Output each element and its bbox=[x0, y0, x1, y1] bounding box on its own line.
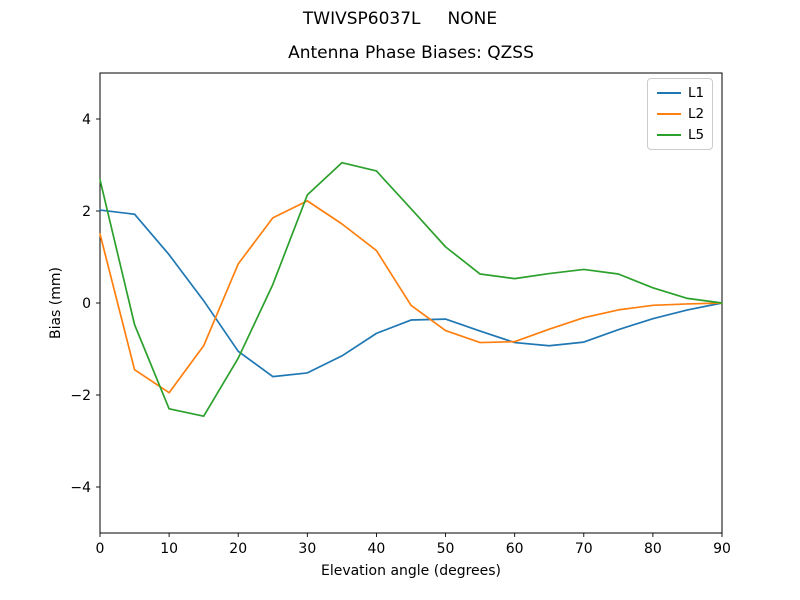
legend: L1 L2 L5 bbox=[647, 78, 713, 150]
x-tick-label: 60 bbox=[506, 541, 524, 557]
legend-label-L2: L2 bbox=[688, 106, 705, 122]
x-tick-label: 70 bbox=[575, 541, 593, 557]
y-tick-label: −4 bbox=[70, 480, 91, 496]
x-tick-label: 80 bbox=[644, 541, 662, 557]
legend-entry-L2: L2 bbox=[657, 107, 704, 121]
legend-line-swatch-L1 bbox=[657, 92, 681, 94]
axes-spines bbox=[99, 72, 723, 534]
series-line-L1 bbox=[99, 209, 723, 378]
legend-label-L5: L5 bbox=[688, 127, 705, 143]
x-axis-label: Elevation angle (degrees) bbox=[320, 563, 502, 579]
x-tick-label: 0 bbox=[96, 541, 105, 557]
legend-label-L1: L1 bbox=[688, 85, 705, 101]
x-tick-label: 90 bbox=[713, 541, 731, 557]
y-tick-label: 0 bbox=[82, 296, 91, 312]
y-tick-label: −2 bbox=[70, 388, 91, 404]
series-line-L2 bbox=[99, 200, 723, 394]
legend-entry-L1: L1 bbox=[657, 86, 704, 100]
x-tick-label: 40 bbox=[368, 541, 386, 557]
figure-suptitle: TWIVSP6037L NONE bbox=[302, 9, 498, 29]
x-tick-label: 10 bbox=[160, 541, 178, 557]
x-tick-label: 20 bbox=[229, 541, 247, 557]
y-tick-label: 2 bbox=[82, 204, 91, 220]
legend-entry-L5: L5 bbox=[657, 128, 704, 142]
x-tick-label: 50 bbox=[437, 541, 455, 557]
chart-title: Antenna Phase Biases: QZSS bbox=[288, 43, 534, 63]
x-tick-label: 30 bbox=[298, 541, 316, 557]
y-axis-label: Bias (mm) bbox=[48, 266, 64, 340]
series-line-L5 bbox=[99, 161, 723, 418]
y-tick-label: 4 bbox=[82, 112, 91, 128]
legend-line-swatch-L2 bbox=[657, 113, 681, 115]
legend-line-swatch-L5 bbox=[657, 134, 681, 136]
